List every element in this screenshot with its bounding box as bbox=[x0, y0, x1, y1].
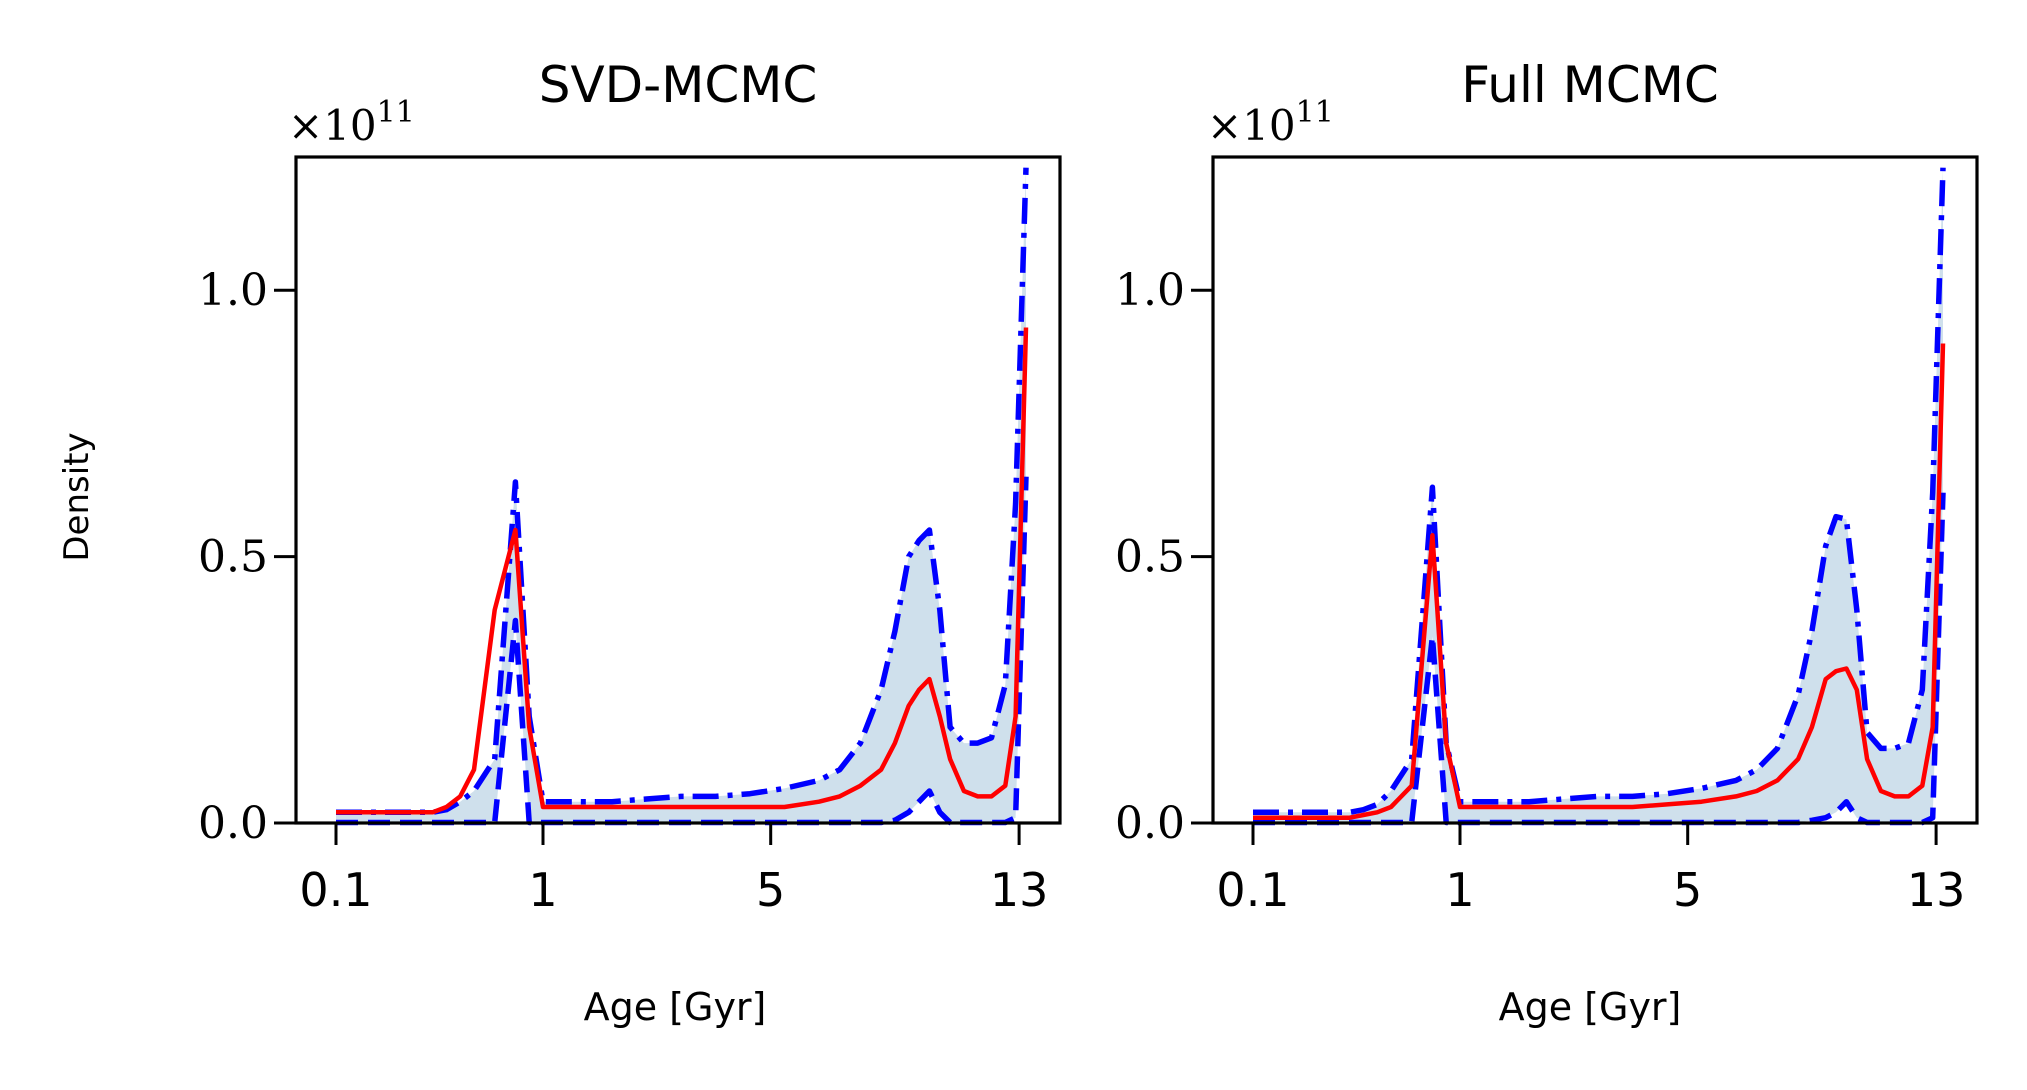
panel-svd-mcmc: 0.0 0.5 1.0 0.1 1 5 13 ×1011 SVD-MCMC Age [Gy… bbox=[198, 56, 1062, 1029]
median-line-full-mcmc bbox=[1253, 343, 1946, 820]
y-tick-label: 0.5 bbox=[198, 532, 268, 583]
x-axis-label-svd-mcmc: Age [Gyr] bbox=[584, 985, 767, 1029]
y-tick-label: 0.0 bbox=[1115, 798, 1185, 849]
credible-band-svd-mcmc bbox=[336, 167, 1026, 823]
series-group-svd-mcmc bbox=[336, 167, 1029, 826]
x-tick-label: 1 bbox=[1445, 863, 1474, 917]
x-tick-label: 5 bbox=[1673, 863, 1702, 917]
offset-base-svd-mcmc: ×10 bbox=[288, 101, 377, 150]
y-tick-label: 1.0 bbox=[198, 265, 268, 316]
plot-frame-full-mcmc bbox=[1211, 155, 1979, 825]
lower-bound-line-svd-mcmc bbox=[336, 476, 1029, 826]
x-tick-label: 5 bbox=[756, 863, 785, 917]
upper-bound-line-full-mcmc bbox=[1253, 167, 1946, 816]
band-svd-mcmc bbox=[336, 167, 1026, 823]
x-tick-label: 0.1 bbox=[299, 863, 372, 917]
x-axis-label-full-mcmc: Age [Gyr] bbox=[1499, 985, 1682, 1029]
offset-label-svd-mcmc: ×1011 bbox=[288, 95, 415, 150]
y-tick-label: 0.5 bbox=[1115, 532, 1185, 583]
credible-band-full-mcmc bbox=[1253, 167, 1943, 823]
x-tick-label: 13 bbox=[1907, 863, 1966, 917]
y-ticks-full-mcmc: 0.0 0.5 1.0 bbox=[1115, 265, 1213, 849]
plot-frame-svd-mcmc bbox=[294, 155, 1062, 825]
x-tick-label: 13 bbox=[990, 863, 1049, 917]
offset-exp-full-mcmc: 11 bbox=[1296, 95, 1334, 130]
series-group-full-mcmc bbox=[1253, 167, 1946, 826]
chart-title-full-mcmc: Full MCMC bbox=[1461, 56, 1719, 114]
chart-title-svd-mcmc: SVD-MCMC bbox=[539, 56, 818, 114]
y-axis-label: Density bbox=[57, 432, 97, 561]
offset-exp-svd-mcmc: 11 bbox=[377, 95, 415, 130]
y-tick-label: 1.0 bbox=[1115, 265, 1185, 316]
x-tick-label: 0.1 bbox=[1216, 863, 1289, 917]
offset-base-full-mcmc: ×10 bbox=[1207, 101, 1296, 150]
band-full-mcmc bbox=[1253, 167, 1943, 823]
y-tick-label: 0.0 bbox=[198, 798, 268, 849]
y-ticks-svd-mcmc: 0.0 0.5 1.0 bbox=[198, 265, 296, 849]
median-line-svd-mcmc bbox=[336, 327, 1029, 815]
upper-bound-line-svd-mcmc bbox=[336, 167, 1029, 816]
x-ticks-full-mcmc: 0.1 1 5 13 bbox=[1216, 823, 1965, 917]
offset-label-full-mcmc: ×1011 bbox=[1207, 95, 1334, 150]
x-tick-label: 1 bbox=[528, 863, 557, 917]
x-ticks-svd-mcmc: 0.1 1 5 13 bbox=[299, 823, 1048, 917]
panel-full-mcmc: 0.0 0.5 1.0 0.1 1 5 13 ×1011 Full MCMC Age [G… bbox=[1115, 56, 1979, 1029]
